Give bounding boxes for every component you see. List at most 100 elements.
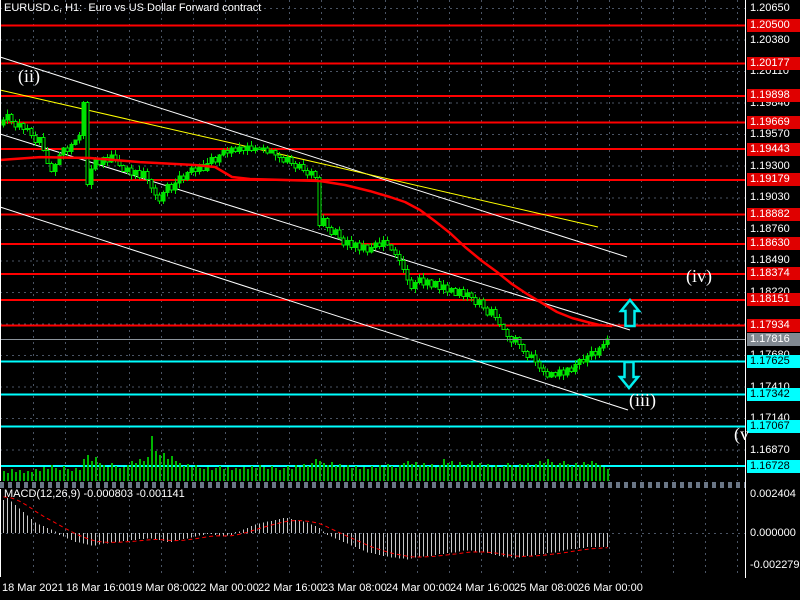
- candle-body: [557, 369, 562, 377]
- volume-bar: [559, 463, 561, 481]
- trend-line[interactable]: [0, 133, 631, 331]
- candle-body: [269, 150, 274, 154]
- price-flag-cyan: 1.17342: [747, 387, 800, 401]
- candle-body: [245, 145, 250, 152]
- volume-bar: [547, 459, 549, 481]
- price-scale[interactable]: 1.20650 1.20380 1.20110 1.19840 1.19570 1.193…: [745, 0, 800, 578]
- time-axis-label: 24 Mar 16:00: [450, 582, 515, 594]
- candle-body: [365, 244, 370, 253]
- candle-body: [281, 157, 286, 163]
- volume-bar: [159, 455, 161, 481]
- volume-bar: [607, 469, 609, 481]
- candle-body: [149, 179, 154, 189]
- candle-body: [101, 157, 106, 166]
- volume-bar: [243, 467, 245, 481]
- candle-body: [569, 367, 574, 372]
- candle-body: [37, 137, 42, 143]
- trend-line[interactable]: [0, 89, 599, 228]
- price-scale-label: 1.18490: [750, 254, 790, 267]
- annotation-wave-iv[interactable]: (iv): [686, 266, 712, 286]
- volume-bar: [63, 466, 65, 481]
- candle-body: [65, 147, 70, 153]
- volume-bar: [407, 461, 409, 481]
- trend-line[interactable]: [0, 206, 629, 411]
- candle-body: [249, 145, 254, 152]
- candle-body: [153, 187, 158, 196]
- time-axis-label: 22 Mar 16:00: [258, 582, 323, 594]
- volume-bar: [419, 465, 421, 481]
- volume-bar: [135, 463, 137, 481]
- price-flag-red: 1.18374: [747, 267, 800, 281]
- moving-average-line[interactable]: [0, 155, 613, 328]
- up-arrow-marker[interactable]: [618, 298, 642, 328]
- candle-body: [401, 259, 406, 271]
- candle-body: [29, 127, 34, 136]
- candle-body: [385, 239, 390, 246]
- price-flag-red: 1.20500: [747, 19, 800, 33]
- volume-bar: [383, 467, 385, 481]
- volume-bar: [375, 468, 377, 481]
- volume-bar: [527, 463, 529, 481]
- volume-bar: [219, 466, 221, 481]
- candle-body: [125, 167, 130, 173]
- down-arrow-marker[interactable]: [617, 360, 641, 390]
- volume-bar: [543, 463, 545, 481]
- volume-bar: [139, 459, 141, 481]
- volume-bar: [463, 466, 465, 481]
- candle-body: [361, 244, 366, 251]
- current-price-flag: 1.17816: [747, 332, 800, 346]
- candle-body: [193, 167, 198, 173]
- candle-body: [145, 171, 150, 181]
- time-axis-label: 25 Mar 08:00: [514, 582, 579, 594]
- candle-body: [289, 157, 294, 164]
- time-axis[interactable]: 18 Mar 2021 18 Mar 16:00 19 Mar 08:00 22 Ma…: [0, 578, 800, 600]
- candle-body: [293, 162, 298, 169]
- trend-line[interactable]: [0, 56, 628, 258]
- volume-bar: [399, 465, 401, 481]
- volume-bar: [39, 471, 41, 481]
- price-scale-label: 1.19300: [750, 159, 790, 172]
- volume-bar: [87, 455, 89, 481]
- candle-body: [473, 297, 478, 306]
- volume-bar: [279, 470, 281, 481]
- volume-bar: [203, 469, 205, 481]
- volume-bar: [67, 469, 69, 481]
- candle-body: [21, 123, 26, 130]
- candle-body: [405, 269, 410, 281]
- volume-bar: [103, 465, 105, 481]
- volume-bar: [79, 470, 81, 481]
- price-scale-label: 1.19030: [750, 191, 790, 204]
- candle-body: [553, 371, 558, 377]
- price-flag-red: 1.20177: [747, 56, 800, 70]
- annotation-wave-ii[interactable]: (ii): [18, 66, 40, 86]
- volume-bar: [19, 470, 21, 481]
- volume-bar: [299, 467, 301, 481]
- volume-bar: [207, 467, 209, 481]
- annotation-wave-iii[interactable]: (iii): [629, 390, 656, 410]
- volume-bar: [123, 467, 125, 481]
- candle-body: [329, 227, 334, 236]
- candle-body: [529, 354, 534, 358]
- pane-separator[interactable]: [0, 481, 800, 489]
- annotation-wave-v[interactable]: (v: [734, 424, 749, 444]
- volume-bar: [551, 462, 553, 481]
- volume-bar: [391, 466, 393, 481]
- volume-bar: [451, 461, 453, 481]
- volume-bar: [503, 466, 505, 481]
- candle-body: [185, 172, 190, 181]
- volume-bar: [51, 465, 53, 481]
- candle-body: [565, 367, 570, 376]
- candle-body: [505, 328, 510, 337]
- candle-body: [597, 347, 602, 356]
- macd-scale-label: -0.002279: [750, 559, 800, 571]
- volume-bar: [579, 465, 581, 481]
- candle-body: [537, 361, 542, 369]
- candle-body: [181, 175, 186, 181]
- volume-bar: [319, 461, 321, 481]
- volume-bar: [115, 466, 117, 481]
- candle-body: [449, 287, 454, 293]
- candle-body: [233, 147, 238, 153]
- candle-body: [277, 154, 282, 159]
